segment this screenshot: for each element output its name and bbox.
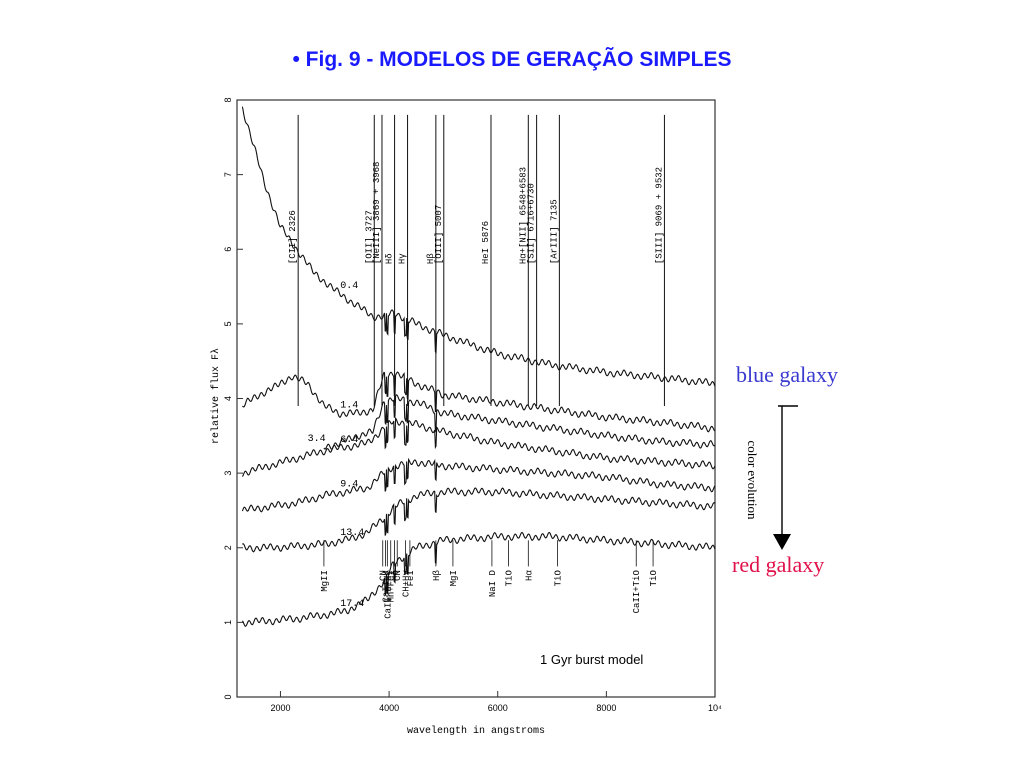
series-label: 9.4 bbox=[340, 480, 358, 491]
red-galaxy-label: red galaxy bbox=[732, 552, 825, 577]
absorption-line-label: TiO bbox=[505, 570, 515, 586]
spectrum-line bbox=[241, 106, 716, 387]
series-label: 17.4 bbox=[340, 599, 364, 610]
y-tick-label: 6 bbox=[223, 247, 233, 252]
model-annotation: 1 Gyr burst model bbox=[540, 652, 643, 667]
absorption-line-label: TiO bbox=[553, 570, 563, 586]
emission-line-label: [OII] 3727 bbox=[364, 210, 374, 264]
y-tick-label: 7 bbox=[223, 172, 233, 177]
y-tick-label: 3 bbox=[223, 471, 233, 476]
emission-line-label: Hδ bbox=[385, 253, 395, 264]
y-tick-label: 2 bbox=[223, 545, 233, 550]
series-label: 0.4 bbox=[340, 281, 358, 292]
absorption-line-label: TiO bbox=[649, 570, 659, 586]
spectrum-line bbox=[323, 394, 716, 450]
color-evolution-label: color evolution bbox=[745, 440, 760, 520]
spectra-series: 0.4 1.4 3.4 6.4 9.4 13.4 17.4 bbox=[241, 106, 716, 627]
emission-line-label: [SII] 6716+6730 bbox=[527, 183, 537, 264]
absorption-line-label: MgI bbox=[449, 570, 459, 586]
x-tick-label: 4000 bbox=[379, 703, 399, 713]
absorption-line-label: CaII K bbox=[382, 570, 392, 603]
absorption-line-label: Hβ bbox=[432, 570, 442, 581]
absorption-line-label: Hδ bbox=[391, 570, 401, 581]
absorption-line-label: CaII H+Hε bbox=[383, 570, 393, 619]
y-tick-label: 4 bbox=[223, 396, 233, 401]
x-axis-label: wavelength in angstroms bbox=[407, 725, 545, 737]
y-tick-label: 0 bbox=[223, 694, 233, 699]
emission-line-label: [SIII] 9069 + 9532 bbox=[654, 167, 664, 264]
series-label: 3.4 bbox=[308, 434, 326, 445]
emission-line-label: [ArIII] 7135 bbox=[549, 199, 559, 264]
absorption-line-label: CN bbox=[393, 570, 403, 581]
emission-line-label: [OIII] 5007 bbox=[434, 205, 444, 264]
y-tick-label: 1 bbox=[223, 620, 233, 625]
emission-line-label: Hα+[NII] 6548+6583 bbox=[518, 167, 528, 264]
series-label: 6.4 bbox=[340, 435, 358, 446]
series-label: 1.4 bbox=[340, 400, 358, 411]
series-label: 13.4 bbox=[340, 528, 364, 539]
axis-ticks: 2000 4000 6000 8000 10⁴ 0 1 2 3 4 5 6 7 8 bbox=[223, 97, 722, 713]
emission-line-label: HeI 5876 bbox=[481, 221, 491, 264]
spectrum-line bbox=[242, 371, 716, 433]
spectrum-line bbox=[241, 457, 716, 513]
absorption-line-label: CaII+TiO bbox=[632, 570, 642, 613]
x-tick-label: 2000 bbox=[270, 703, 290, 713]
spectrum-line bbox=[241, 416, 716, 477]
evolution-arrow bbox=[773, 405, 798, 550]
x-tick-label: 8000 bbox=[596, 703, 616, 713]
y-tick-label: 8 bbox=[223, 97, 233, 102]
slide-title: • Fig. 9 - MODELOS DE GERAÇÃO SIMPLES bbox=[292, 48, 732, 71]
y-tick-label: 5 bbox=[223, 321, 233, 326]
absorption-line-label: Mn+FeI bbox=[387, 570, 397, 602]
blue-galaxy-label: blue galaxy bbox=[736, 362, 839, 387]
absorption-line-label: Hα bbox=[524, 570, 534, 581]
line-markers: [CII] 2326 [OII] 3727[NeIII] 3869 + 3968 H… bbox=[288, 114, 665, 619]
spectrum-line bbox=[242, 487, 716, 553]
plot-frame bbox=[236, 99, 716, 698]
emission-line-label: Hβ bbox=[426, 253, 436, 264]
absorption-line-label: NaI D bbox=[488, 570, 498, 597]
emission-line-label: Hγ bbox=[398, 253, 408, 264]
y-axis-label: relative flux Fλ bbox=[210, 348, 222, 444]
absorption-line-label: MgII bbox=[320, 570, 330, 592]
absorption-line-label: FeI bbox=[406, 570, 416, 586]
absorption-line-label: CH+Hγ bbox=[401, 570, 411, 598]
spectrum-line bbox=[241, 531, 716, 627]
x-tick-label: 10⁴ bbox=[708, 703, 722, 713]
absorption-line-label: CN bbox=[379, 570, 389, 581]
x-tick-label: 6000 bbox=[488, 703, 508, 713]
emission-line-label: [NeIII] 3869 + 3968 bbox=[372, 162, 382, 265]
emission-line-label: [CII] 2326 bbox=[288, 210, 298, 264]
